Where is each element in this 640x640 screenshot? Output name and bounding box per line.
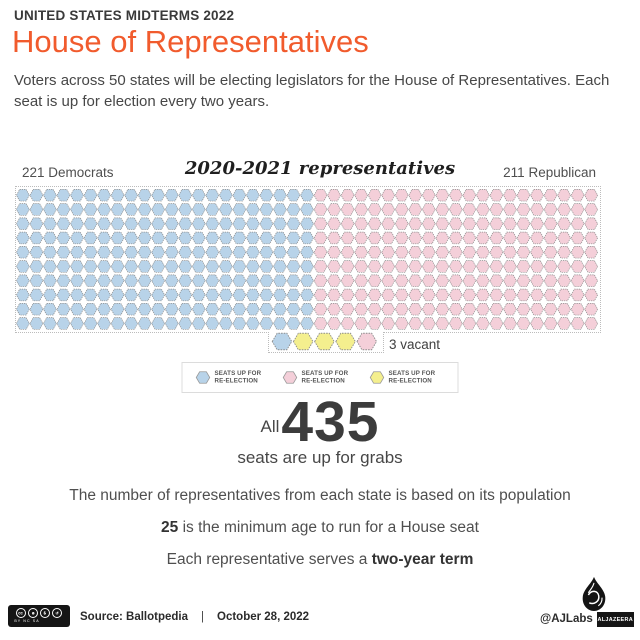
democrats-count-label: 221 Democrats <box>22 165 114 180</box>
date-text: October 28, 2022 <box>217 611 310 623</box>
legend-entry-vacant: SEATS UP FOR RE-ELECTION <box>369 370 445 385</box>
aljazeera-wordmark: ALJAZEERA <box>597 612 634 627</box>
separator: | <box>201 611 204 623</box>
source-line: Source: Ballotpedia | October 28, 2022 <box>80 611 309 623</box>
fact-term-length: Each representative serves a two-year te… <box>166 551 474 568</box>
source-text: Source: Ballotpedia <box>80 611 188 623</box>
vacant-hex-icon <box>369 371 385 384</box>
legend-label: RE-ELECTION <box>301 377 345 384</box>
cc-icon: cc <box>16 608 26 618</box>
legend-label: SEATS UP FOR <box>388 370 436 377</box>
big-stat-prefix: All <box>260 416 280 436</box>
intro-text: Voters across 50 states will be electing… <box>14 72 610 111</box>
big-stat-suffix: seats are up for grabs <box>237 447 403 467</box>
republican-count-label: 211 Republican <box>503 165 596 180</box>
page-title: House of Representatives <box>12 24 369 59</box>
cc-sa-icon: ↺ <box>52 608 62 618</box>
legend-label: SEATS UP FOR <box>301 370 349 377</box>
aljazeera-flame-logo-icon <box>582 576 606 611</box>
cc-labels: BY NC SA <box>14 619 40 623</box>
cc-license-badge: cc ☻ $ ↺ BY NC SA <box>8 605 70 627</box>
big-stat: All 435 seats are up for grabs <box>0 390 640 468</box>
legend-label: SEATS UP FOR <box>214 370 262 377</box>
cc-by-icon: ☻ <box>28 608 38 618</box>
vacant-seats-row <box>268 332 384 353</box>
democrat-hex-icon <box>195 371 211 384</box>
legend-entry-democrat: SEATS UP FOR RE-ELECTION <box>195 370 271 385</box>
cc-nc-icon: $ <box>40 608 50 618</box>
credit-handle: @AJLabs <box>540 613 593 625</box>
vacant-row-svg <box>271 332 378 351</box>
fact-population: The number of representatives from each … <box>69 487 571 504</box>
legend-label: RE-ELECTION <box>214 377 258 384</box>
republican-hex-icon <box>282 371 298 384</box>
fact-minimum-age: 25 is the minimum age to run for a House… <box>161 519 479 536</box>
big-stat-number: 435 <box>281 390 380 454</box>
kicker: UNITED STATES MIDTERMS 2022 <box>14 8 235 23</box>
hex-grid-svg <box>16 188 599 330</box>
seat-grid <box>15 186 601 333</box>
chart-title: 2020-2021 representatives <box>184 158 456 179</box>
legend-label: RE-ELECTION <box>388 377 432 384</box>
legend: SEATS UP FOR RE-ELECTION SEATS UP FOR RE-E… <box>181 362 459 393</box>
vacant-label: 3 vacant <box>389 337 441 352</box>
legend-entry-republican: SEATS UP FOR RE-ELECTION <box>282 370 358 385</box>
